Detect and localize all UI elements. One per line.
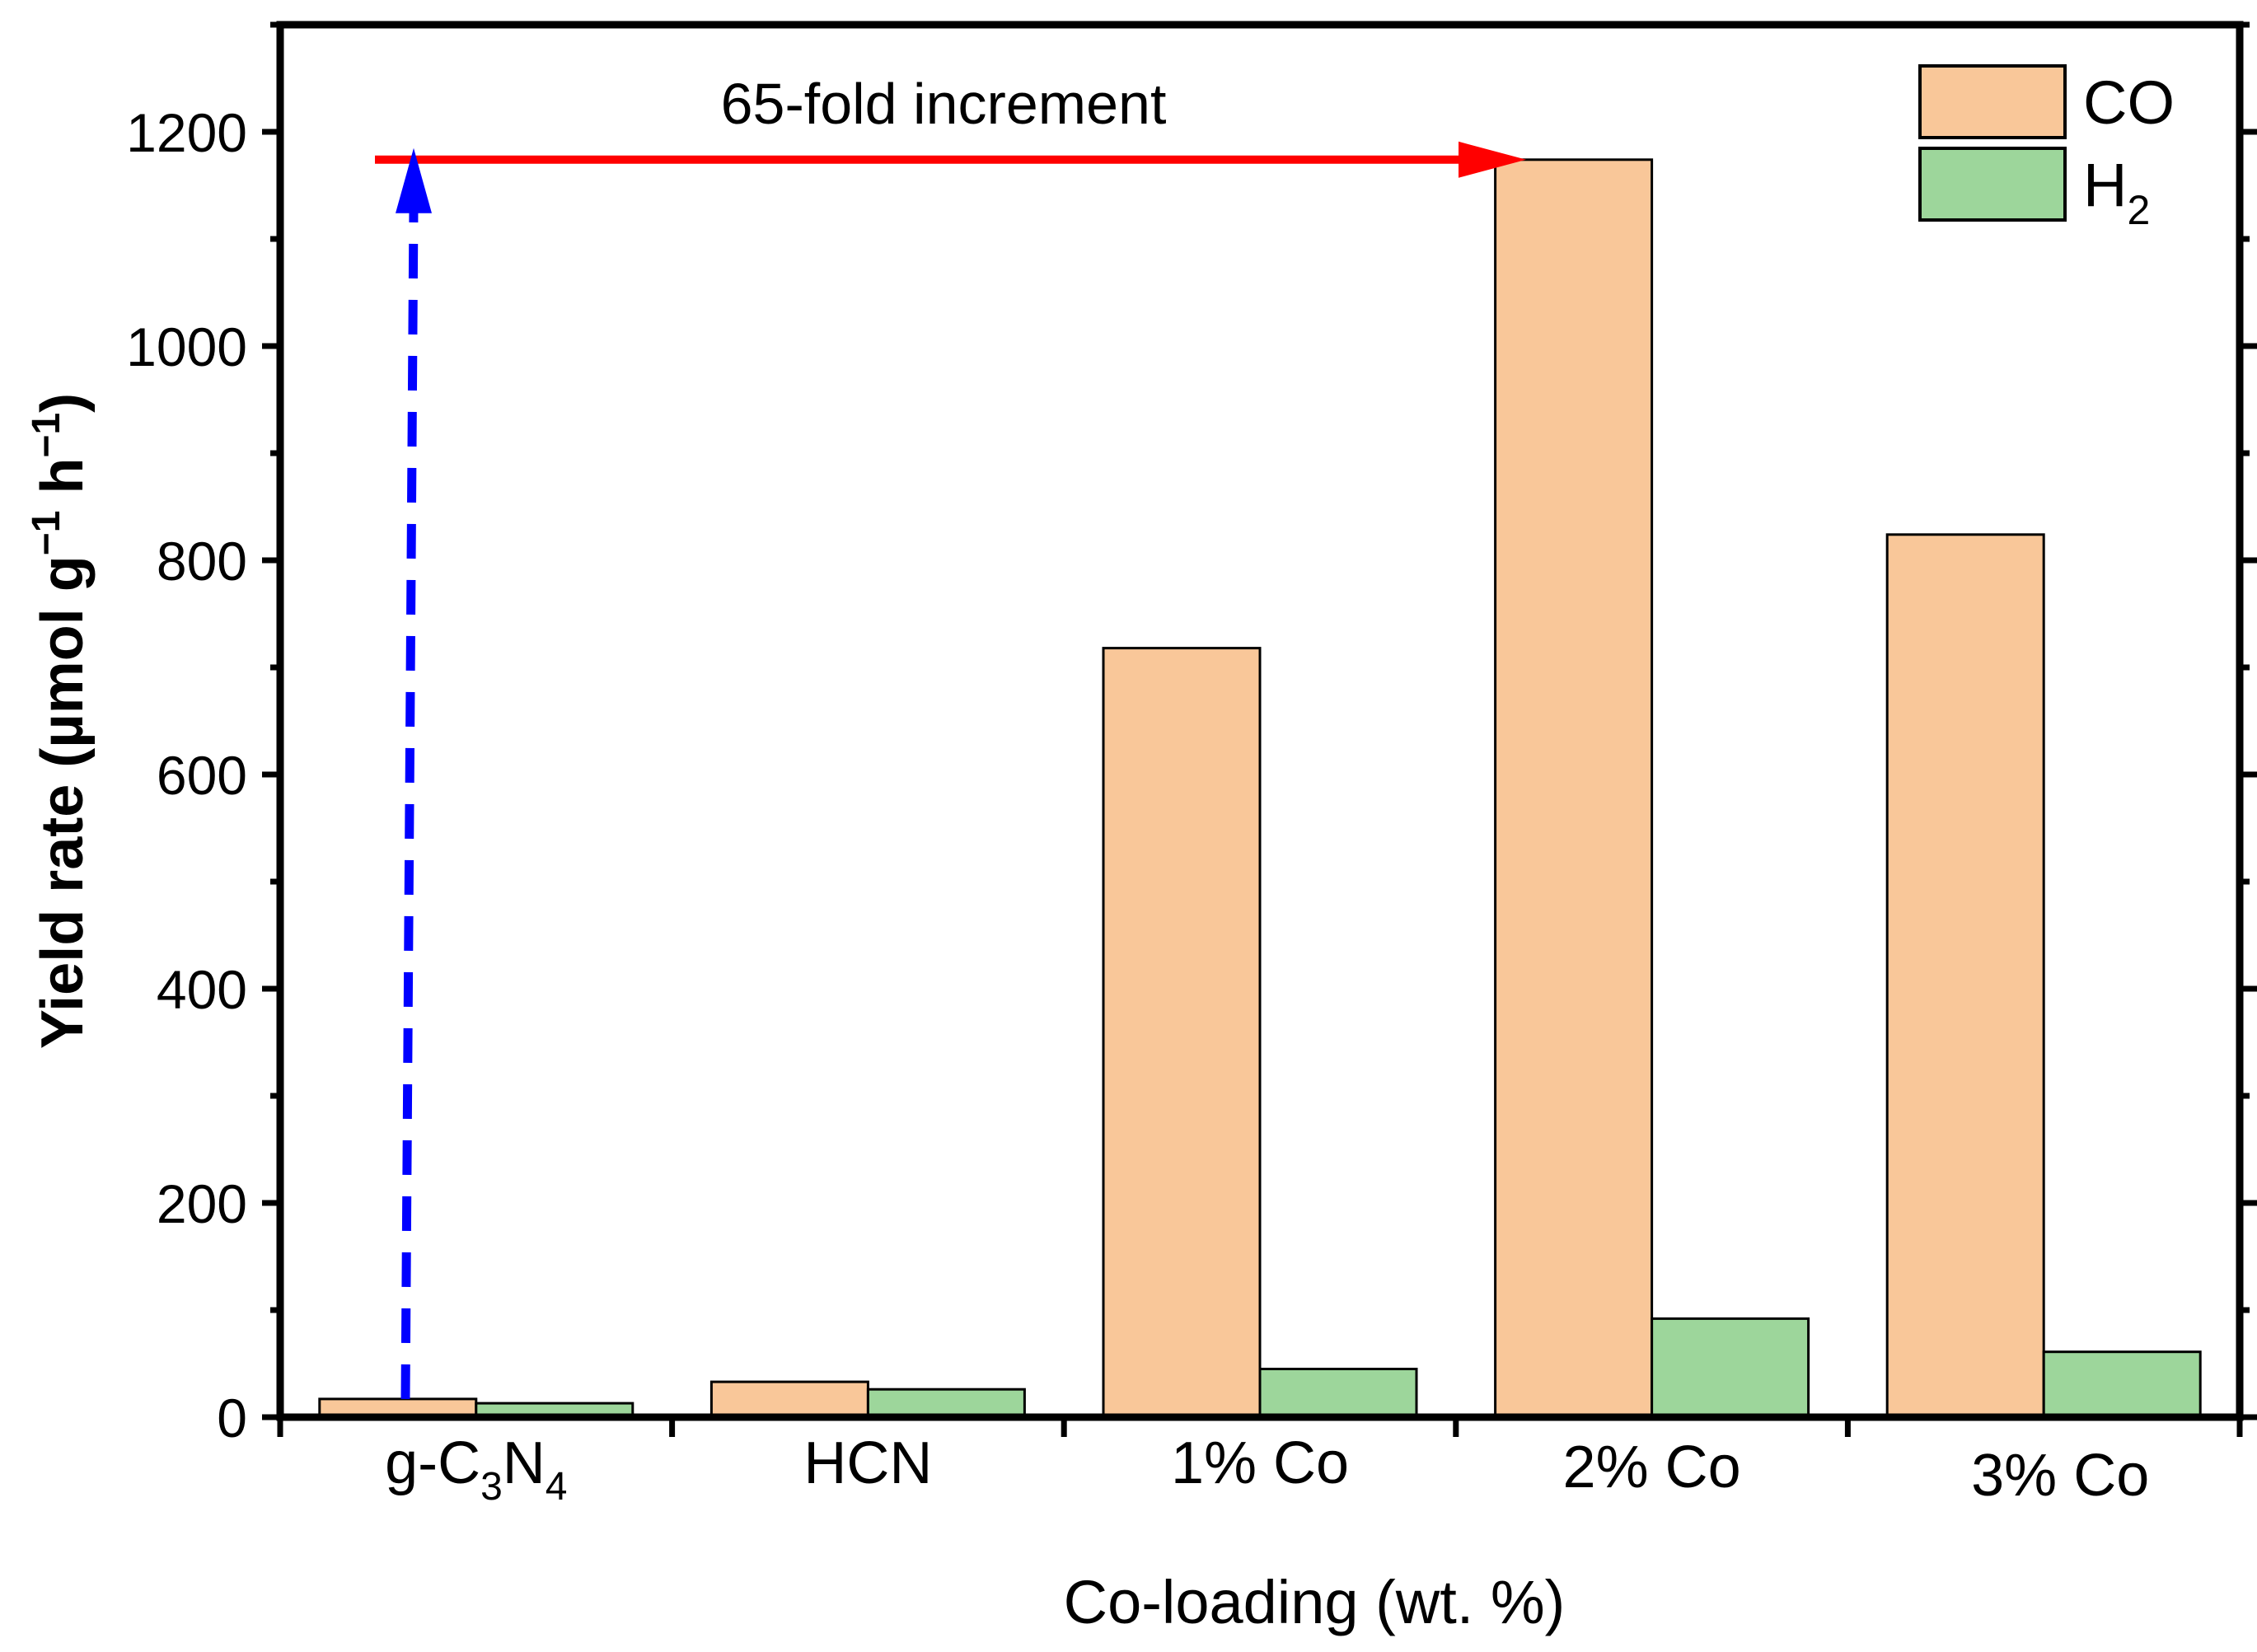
- y-tick-label: 1000: [126, 316, 247, 377]
- y-tick-label: 800: [157, 531, 247, 592]
- x-tick-label: 2% Co: [1563, 1434, 1741, 1500]
- bars: [318, 158, 2202, 1419]
- x-axis-title: Co-loading (wt. %): [1064, 1568, 1566, 1636]
- dashed-blue-arrow-head: [396, 147, 432, 213]
- y-tick-label: 200: [157, 1173, 247, 1234]
- y-axis-title: Yield rate (µmol g−1 h−1): [25, 393, 96, 1049]
- x-tick-label: 1% Co: [1171, 1430, 1349, 1496]
- dashed-blue-arrow: [400, 208, 419, 1399]
- bar-co-3: [1494, 158, 1654, 1419]
- x-tick-label: 3% Co: [1971, 1443, 2149, 1509]
- annotation-text: 65-fold increment: [721, 72, 1167, 136]
- legend-swatch-co: [1918, 64, 2067, 139]
- bar-h2-2: [1258, 1368, 1418, 1419]
- y-tick-label: 400: [157, 959, 247, 1020]
- x-axis-ticks: g-C3N4 HCN 1% Co 2% Co 3% Co: [277, 1417, 2243, 1509]
- bar-h2-3: [1651, 1317, 1810, 1419]
- bar-co-2: [1102, 647, 1262, 1419]
- fold-increment-arrow-head: [1459, 141, 1526, 178]
- x-tick-label: g-C3N4: [385, 1430, 567, 1509]
- plot-frame: [276, 21, 2244, 1421]
- y-tick-label: 600: [157, 745, 247, 806]
- x-tick-label: HCN: [803, 1430, 932, 1496]
- bar-co-4: [1885, 533, 2045, 1419]
- y-tick-label: 1200: [126, 102, 247, 163]
- legend: CO H2: [1918, 64, 2175, 233]
- bar-h2-1: [866, 1388, 1026, 1419]
- legend-swatch-h2: [1918, 147, 2067, 222]
- bar-co-1: [709, 1380, 869, 1419]
- legend-label-co: CO: [2083, 68, 2175, 137]
- legend-label-h2: H2: [2083, 151, 2150, 233]
- bar-h2-4: [2042, 1350, 2202, 1419]
- y-tick-label: 0: [217, 1388, 247, 1448]
